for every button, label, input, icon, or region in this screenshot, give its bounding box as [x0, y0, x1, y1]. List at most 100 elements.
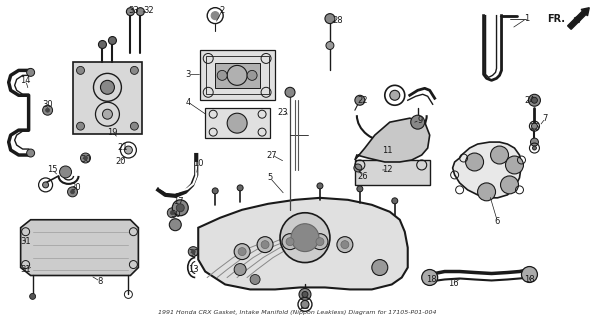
Circle shape: [191, 250, 195, 253]
Text: 18: 18: [524, 275, 535, 284]
Circle shape: [531, 123, 537, 129]
Text: 17: 17: [173, 197, 184, 206]
Circle shape: [170, 211, 174, 215]
Circle shape: [130, 67, 139, 74]
Circle shape: [173, 200, 188, 216]
Circle shape: [422, 269, 438, 285]
Text: 21: 21: [117, 142, 128, 152]
Circle shape: [77, 122, 84, 130]
Circle shape: [317, 183, 323, 189]
Circle shape: [521, 267, 537, 283]
Text: 12: 12: [383, 165, 393, 174]
Circle shape: [372, 260, 388, 276]
Circle shape: [212, 188, 218, 194]
Circle shape: [68, 187, 77, 197]
Circle shape: [528, 94, 540, 106]
Circle shape: [71, 190, 74, 194]
Circle shape: [354, 164, 362, 172]
Circle shape: [211, 12, 219, 20]
Text: 3: 3: [186, 70, 191, 79]
Circle shape: [237, 185, 243, 191]
Circle shape: [27, 149, 35, 157]
Circle shape: [83, 156, 87, 160]
Text: 13: 13: [188, 265, 199, 274]
Text: 28: 28: [333, 16, 343, 25]
Text: 23: 23: [278, 108, 289, 117]
Circle shape: [126, 8, 134, 16]
Circle shape: [217, 70, 227, 80]
Text: 11: 11: [383, 146, 393, 155]
Circle shape: [357, 186, 363, 192]
Circle shape: [43, 182, 49, 188]
Text: 20: 20: [115, 157, 126, 166]
Circle shape: [531, 97, 537, 103]
Polygon shape: [355, 118, 430, 162]
Circle shape: [27, 68, 35, 76]
Circle shape: [312, 234, 328, 250]
Text: 10: 10: [193, 159, 203, 169]
Text: FR.: FR.: [547, 14, 565, 24]
Circle shape: [102, 109, 112, 119]
Text: 30: 30: [70, 183, 81, 192]
Circle shape: [46, 108, 49, 112]
Circle shape: [124, 146, 132, 154]
Circle shape: [238, 248, 246, 256]
Text: 16: 16: [448, 279, 459, 288]
Text: 33: 33: [128, 6, 139, 15]
Text: 4: 4: [186, 98, 191, 107]
Circle shape: [250, 275, 260, 284]
Circle shape: [282, 234, 298, 250]
Circle shape: [176, 204, 184, 212]
Circle shape: [411, 115, 425, 129]
Polygon shape: [73, 62, 142, 134]
Text: 26: 26: [358, 172, 368, 181]
Text: 30: 30: [188, 249, 199, 258]
Circle shape: [167, 208, 177, 218]
Circle shape: [325, 14, 335, 24]
Polygon shape: [205, 108, 270, 138]
Circle shape: [531, 138, 538, 146]
Circle shape: [533, 146, 537, 150]
Text: 19: 19: [107, 128, 118, 137]
Polygon shape: [21, 220, 139, 276]
Polygon shape: [215, 63, 260, 88]
Circle shape: [257, 237, 273, 252]
Circle shape: [234, 264, 246, 276]
Text: 30: 30: [80, 156, 91, 164]
Text: 30: 30: [42, 100, 53, 109]
Circle shape: [478, 183, 496, 201]
Circle shape: [77, 67, 84, 74]
FancyArrow shape: [568, 8, 589, 29]
Circle shape: [285, 87, 295, 97]
Text: 22: 22: [358, 96, 368, 105]
Circle shape: [355, 95, 365, 105]
Circle shape: [108, 36, 117, 44]
Circle shape: [326, 42, 334, 50]
Text: 2: 2: [220, 6, 225, 15]
Text: 5: 5: [267, 173, 273, 182]
Circle shape: [261, 241, 269, 249]
Circle shape: [188, 247, 198, 257]
Text: 32: 32: [143, 6, 154, 15]
Circle shape: [506, 156, 524, 174]
Circle shape: [280, 213, 330, 262]
Circle shape: [337, 237, 353, 252]
Circle shape: [390, 90, 400, 100]
Text: 7: 7: [543, 114, 548, 123]
Text: 30: 30: [170, 210, 181, 219]
Circle shape: [234, 244, 250, 260]
Circle shape: [170, 219, 181, 231]
Text: 18: 18: [427, 275, 437, 284]
Circle shape: [227, 113, 247, 133]
Text: 1: 1: [524, 14, 529, 23]
Text: 25: 25: [529, 123, 540, 132]
Circle shape: [490, 146, 509, 164]
Text: 15: 15: [48, 165, 58, 174]
Text: 9: 9: [417, 116, 422, 125]
Text: 24: 24: [524, 96, 535, 105]
Circle shape: [316, 238, 324, 246]
Text: 14: 14: [20, 76, 31, 85]
Text: 31: 31: [20, 265, 31, 274]
Circle shape: [43, 105, 52, 115]
Polygon shape: [453, 142, 521, 198]
